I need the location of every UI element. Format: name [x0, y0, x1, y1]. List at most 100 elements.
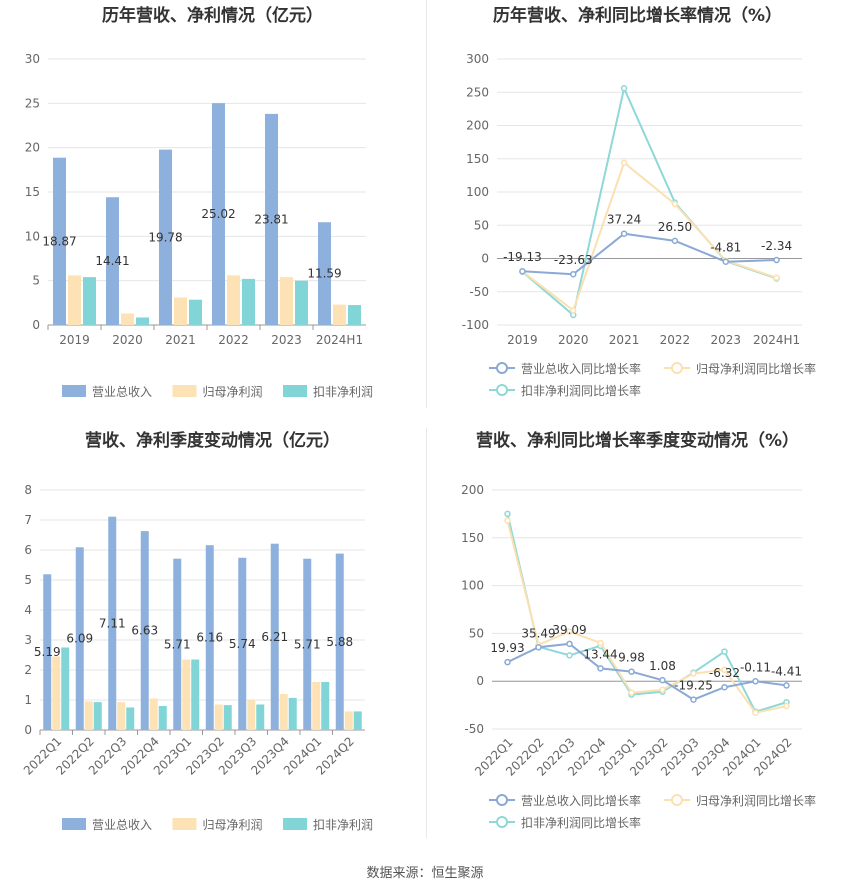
legend-marker	[496, 794, 508, 806]
legend-swatch	[62, 385, 86, 397]
bar	[242, 278, 255, 325]
legend-label: 归母净利润	[203, 818, 263, 832]
bar	[335, 553, 344, 730]
chart-svg: 历年营收、净利情况（亿元） 0 5 10 15 20 25 30 18.87 2019 14.41 2…	[25, 5, 373, 399]
legend-marker	[496, 816, 508, 828]
legend-label: 营业总收入	[92, 818, 152, 832]
data-label: -23.63	[554, 253, 593, 267]
y-tick-label: 30	[25, 52, 40, 66]
bar	[173, 558, 182, 730]
y-tick-label: 50	[469, 626, 484, 640]
line-point	[570, 307, 577, 314]
y-tick-label: 3	[24, 633, 32, 647]
x-tick-label: 2021	[609, 333, 640, 347]
line-point	[566, 652, 573, 659]
bar	[280, 277, 293, 325]
series-line	[507, 642, 787, 701]
data-label: 11.59	[307, 267, 341, 281]
data-label: 26.50	[658, 220, 692, 234]
bar	[43, 574, 52, 730]
quarterly-growth-rate-chart: 营收、净利同比增长率季度变动情况（%） -50 0 50 100 150 200 2022Q1…	[425, 425, 850, 855]
data-label: 25.02	[201, 207, 235, 221]
y-tick-label: 150	[466, 152, 489, 166]
data-label: 39.09	[552, 623, 586, 637]
chart-svg: 营收、净利同比增长率季度变动情况（%）-500501001502002022Q1…	[461, 430, 816, 830]
y-tick-label: 5	[32, 274, 40, 288]
line-point	[504, 517, 511, 524]
y-tick-label: 100	[466, 185, 489, 199]
line-point	[570, 270, 577, 278]
legend-label: 归母净利润	[203, 385, 263, 399]
line-point	[721, 648, 728, 655]
x-tick-label: 2020	[112, 333, 143, 347]
y-tick-label: 0	[481, 252, 489, 266]
y-tick-label: 25	[25, 96, 40, 110]
data-label: 5.71	[294, 637, 321, 651]
data-label: 18.87	[42, 234, 76, 248]
line-point	[783, 702, 790, 710]
y-tick-label: 150	[461, 531, 484, 545]
legend-label: 扣非净利润同比增长率	[521, 383, 641, 398]
line-point	[628, 668, 635, 675]
legend-marker	[496, 384, 508, 396]
legend-swatch	[283, 818, 307, 830]
line-point	[752, 678, 759, 685]
line-point	[504, 658, 511, 666]
line-point	[722, 258, 729, 265]
bar	[256, 704, 265, 730]
data-label: 35.49	[521, 626, 555, 640]
legend-label: 营业总收入	[92, 385, 152, 399]
data-label: 5.71	[164, 637, 191, 651]
data-label: 6.16	[196, 631, 223, 645]
line-point	[659, 676, 666, 684]
y-tick-label: 0	[32, 318, 40, 332]
bar	[140, 531, 149, 730]
y-tick-label: 6	[24, 543, 32, 557]
y-tick-label: 8	[24, 483, 32, 497]
data-label: 13.44	[583, 647, 617, 661]
y-tick-label: 100	[461, 579, 484, 593]
series-line	[506, 513, 787, 713]
legend-marker	[671, 794, 683, 806]
bar	[106, 197, 119, 325]
y-tick-label: 300	[466, 52, 489, 66]
data-label: 7.11	[99, 616, 126, 630]
legend-label: 扣非净利润	[313, 818, 373, 832]
data-label: 5.88	[326, 635, 353, 649]
line-point	[690, 670, 697, 677]
legend-swatch	[172, 818, 197, 830]
x-tick-label: 2021	[165, 333, 196, 347]
y-tick-label: 4	[24, 603, 32, 617]
line-point	[752, 709, 759, 716]
data-label: 6.63	[131, 624, 158, 638]
x-tick-label: 2023	[710, 333, 741, 347]
line-point	[620, 85, 628, 92]
data-label: -0.11	[740, 660, 771, 674]
y-tick-label: 1	[24, 693, 32, 707]
bar	[52, 656, 61, 730]
line-point	[620, 230, 628, 237]
bar	[205, 545, 214, 730]
legend-label: 营业总收入同比增长率	[521, 793, 641, 808]
series-line	[521, 85, 777, 317]
data-label: -2.34	[761, 239, 792, 253]
bar	[227, 275, 240, 325]
y-tick-label: -50	[469, 285, 489, 299]
quarterly-revenue-profit-chart: 营收、净利季度变动情况（亿元） 0 1 2 3 4 5 6 7 8 5.19 2022Q1 6.09 20…	[0, 425, 425, 855]
data-label: -6.32	[709, 666, 740, 680]
bar	[344, 711, 353, 730]
data-label: -19.25	[674, 679, 713, 693]
bar	[75, 547, 84, 730]
data-label: -19.13	[503, 250, 542, 264]
line-point	[721, 683, 728, 691]
series-line	[521, 161, 777, 313]
line-point	[597, 665, 604, 672]
annual-growth-rate-chart: 历年营收、净利同比增长率情况（%） -100 -50 0 50 100 150 200 250 3…	[425, 0, 850, 412]
panel-divider	[426, 428, 427, 838]
line-point	[519, 267, 526, 275]
line-point	[783, 682, 790, 689]
bar	[68, 275, 81, 325]
y-tick-label: 50	[474, 218, 489, 232]
data-label: 37.24	[607, 213, 641, 227]
bar	[121, 313, 134, 325]
